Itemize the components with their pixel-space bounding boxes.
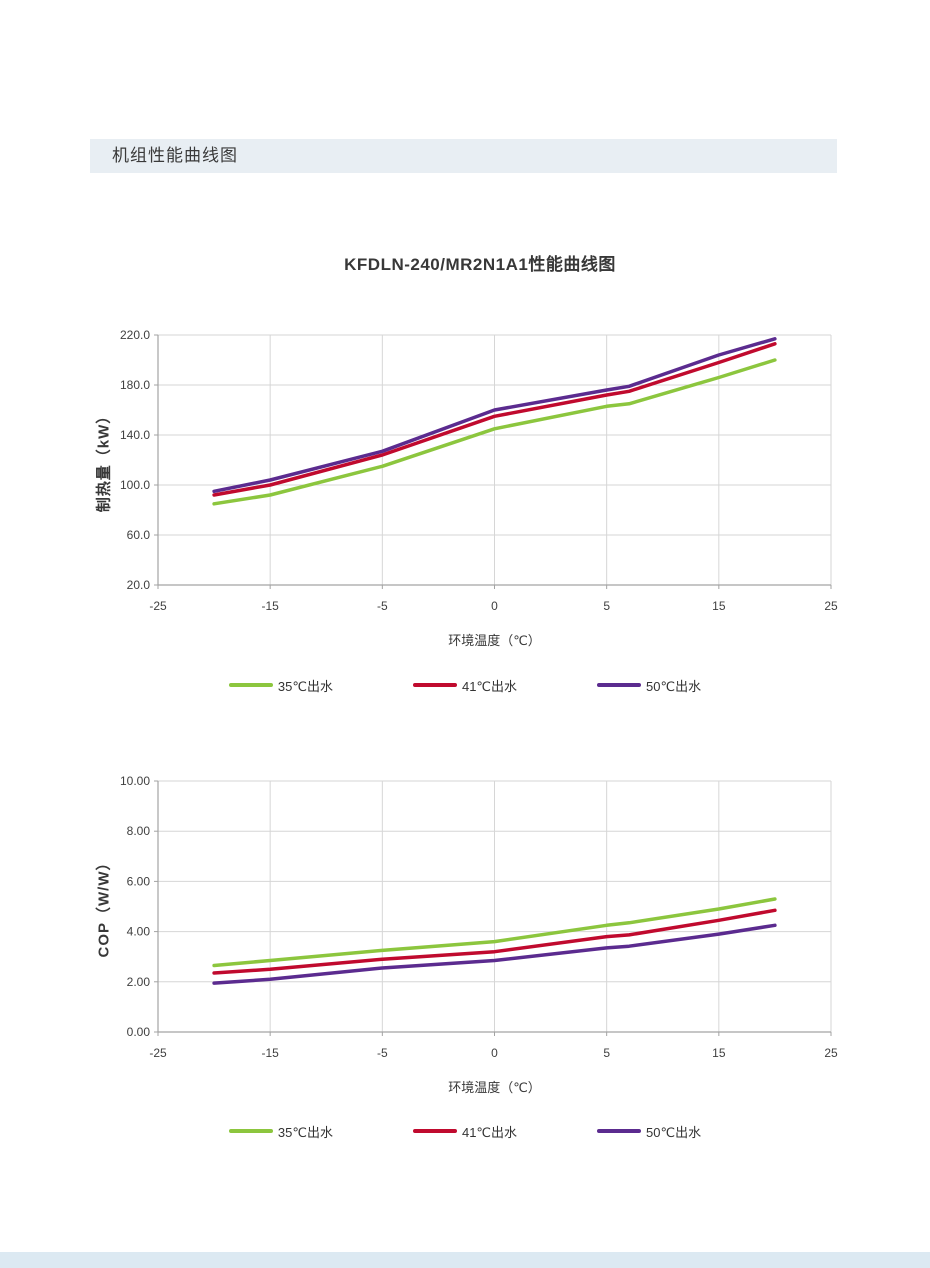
x-tick-label: 25: [824, 599, 838, 613]
legend-label: 41℃出水: [461, 1124, 518, 1140]
x-tick-label: -5: [377, 1046, 388, 1060]
y-tick-label: 8.00: [127, 824, 151, 838]
series-line-41℃出水: [212, 908, 777, 975]
legend-line-swatch: [412, 683, 457, 687]
y-tick-label: 2.00: [127, 975, 151, 989]
y-tick-label: 20.0: [127, 578, 151, 592]
x-tick-label: 15: [712, 1046, 726, 1060]
legend-label: 35℃出水: [277, 678, 333, 694]
y-tick-label: 60.0: [127, 528, 151, 542]
x-tick-label: -5: [377, 599, 388, 613]
legend-line-swatch: [228, 683, 273, 687]
cop-chart: 10.00 8.00 6.00 4.00 2.00 0.00 -25 -15 -5 0 5 15 25 环…: [120, 774, 838, 1095]
series-line-41℃出水: [212, 342, 777, 497]
footer-bar: [0, 1252, 930, 1268]
series-line-50℃出水: [212, 337, 777, 494]
legend-label: 50℃出水: [646, 678, 702, 694]
legend-item-35℃出水: 35℃出水: [228, 676, 333, 695]
y-tick-label: 220.0: [120, 328, 150, 342]
y-tick-label: 10.00: [120, 774, 150, 788]
legend-item-50℃出水: 50℃出水: [597, 1122, 701, 1141]
y-tick-label: 4.00: [127, 925, 151, 939]
legend-item-41℃出水: 41℃出水: [412, 676, 518, 695]
y-tick-label: 100.0: [120, 478, 150, 492]
heating-capacity-chart: 220.0 180.0 140.0 100.0 60.0 20.0 -25 -15 -5 0 5 15…: [120, 328, 838, 648]
legend-line-swatch: [412, 1129, 457, 1133]
series-line-50℃出水: [212, 923, 777, 985]
x-tick-label: 0: [491, 599, 498, 613]
legend-line-swatch: [228, 1129, 273, 1133]
series-line-35℃出水: [212, 358, 777, 506]
section-header: 机组性能曲线图: [90, 139, 837, 173]
x-tick-label: 25: [824, 1046, 838, 1060]
chart-title: KFDLN-240/MR2N1A1性能曲线图: [344, 255, 616, 274]
x-tick-label: 5: [603, 1046, 610, 1060]
series-line-35℃出水: [212, 897, 777, 968]
legend-item-50℃出水: 50℃出水: [597, 676, 701, 695]
x-tick-label: 15: [712, 599, 726, 613]
x-tick-label: 5: [603, 599, 610, 613]
legend-label: 41℃出水: [461, 678, 518, 694]
x-tick-label: -15: [261, 599, 279, 613]
legend-label: 35℃出水: [277, 1124, 333, 1140]
x-tick-label: 0: [491, 1046, 498, 1060]
x-tick-label: -25: [149, 599, 167, 613]
cop-legend: 35℃出水 41℃出水 50℃出水: [85, 1121, 845, 1141]
y-tick-label: 0.00: [127, 1025, 151, 1039]
legend-line-swatch: [597, 683, 642, 687]
y-tick-label: 6.00: [127, 874, 151, 888]
y-tick-label: 140.0: [120, 428, 150, 442]
x-tick-label: -15: [261, 1046, 279, 1060]
legend-item-41℃出水: 41℃出水: [412, 1122, 518, 1141]
x-axis-title: 环境温度（℃）: [448, 633, 541, 648]
heating-capacity-legend: 35℃出水 41℃出水 50℃出水: [85, 675, 845, 695]
x-axis-title: 环境温度（℃）: [448, 1080, 541, 1095]
x-tick-label: -25: [149, 1046, 167, 1060]
y-tick-label: 180.0: [120, 378, 150, 392]
legend-line-swatch: [597, 1129, 642, 1133]
legend-item-35℃出水: 35℃出水: [228, 1122, 333, 1141]
legend-label: 50℃出水: [646, 1124, 702, 1140]
